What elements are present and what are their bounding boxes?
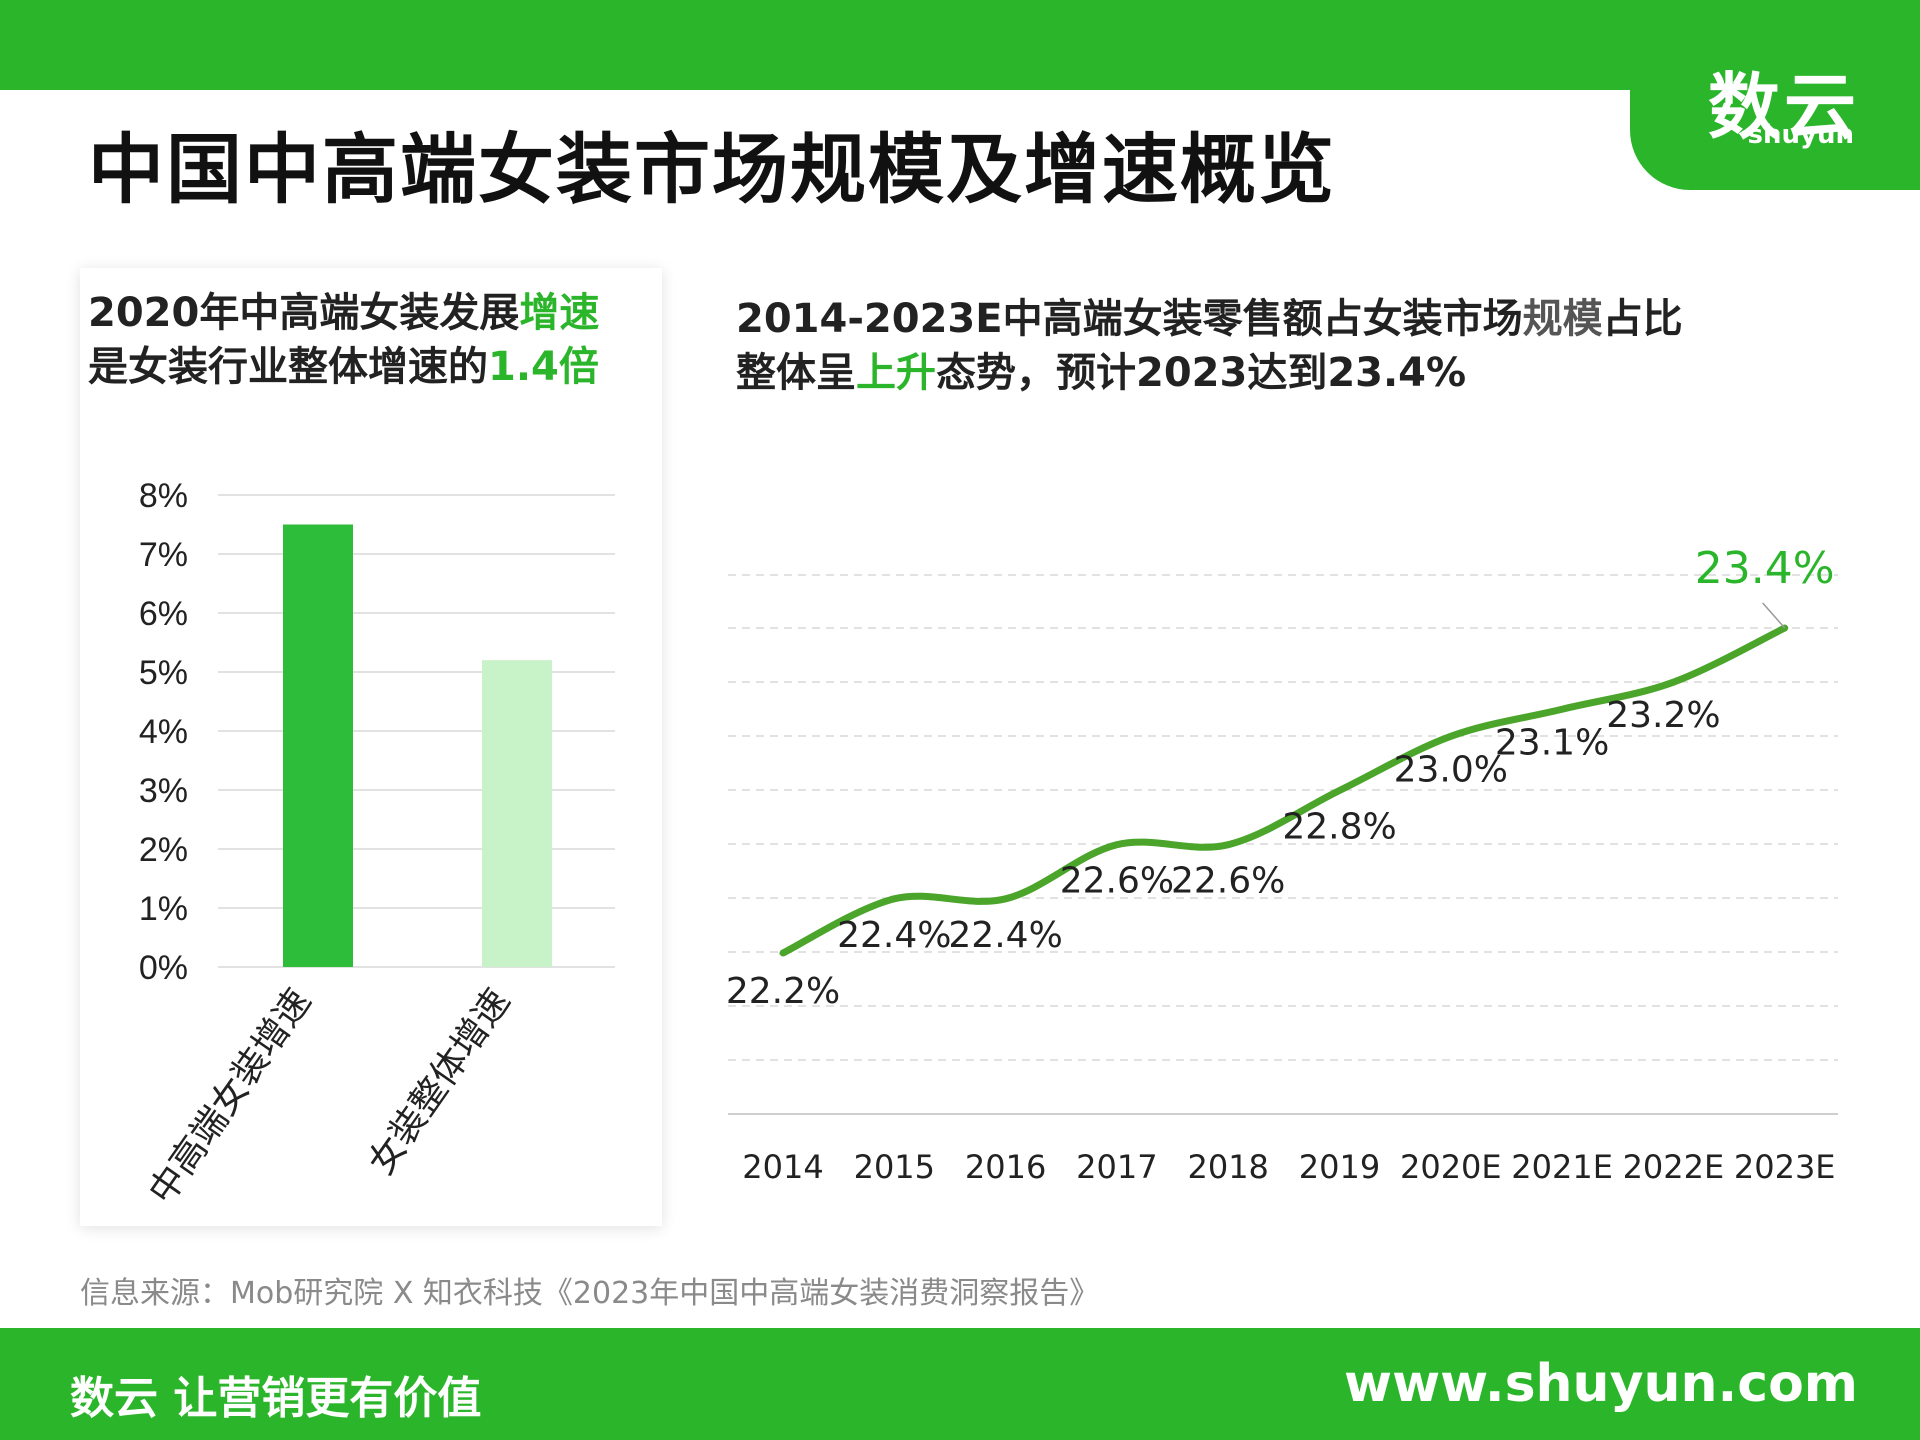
line-xtick-label: 2023E xyxy=(1734,1148,1836,1186)
right-heading-line2: 整体呈上升态势，预计2023达到23.4% xyxy=(736,346,1683,400)
line-xtick-label: 2017 xyxy=(1076,1148,1157,1186)
left-heading-line1: 2020年中高端女装发展增速 xyxy=(88,286,599,340)
slogan: 数云 让营销更有价值 xyxy=(70,1373,482,1424)
line-xtick-label: 2019 xyxy=(1299,1148,1380,1186)
logo-subtext: shuyun xyxy=(1747,120,1854,150)
line-data-label: 22.6% xyxy=(1060,861,1174,902)
bottom-bar xyxy=(0,1328,1920,1440)
left-heading-line1-highlight: 增速 xyxy=(519,290,600,336)
left-heading-line2: 是女装行业整体增速的1.4倍 xyxy=(88,340,599,394)
line-xtick-label: 2018 xyxy=(1187,1148,1268,1186)
right-heading-line1-text: 2014-2023E中高端女装零售额占女装市场 xyxy=(736,296,1523,342)
bar-ytick-label: 3% xyxy=(139,772,188,810)
bar-ytick-label: 7% xyxy=(139,536,188,574)
logo-text: 数云 xyxy=(1707,65,1860,149)
bar-ytick-label: 4% xyxy=(139,713,188,751)
bar-category-label: 中高端女装增速 xyxy=(141,982,319,1212)
line-xtick-label: 2015 xyxy=(854,1148,935,1186)
line-data-label: 23.1% xyxy=(1495,722,1609,763)
bar-ytick-label: 8% xyxy=(139,477,188,515)
line-xtick-label: 2016 xyxy=(965,1148,1046,1186)
line-data-label: 22.2% xyxy=(726,971,840,1012)
line-xtick-label: 2021E xyxy=(1511,1148,1613,1186)
right-heading-line2-highlight: 上升 xyxy=(856,350,936,396)
line-label-leader xyxy=(1762,602,1786,629)
left-heading-line2-text: 是女装行业整体增速的 xyxy=(88,344,488,390)
header-band xyxy=(0,90,1920,190)
bar-ytick-label: 2% xyxy=(139,831,188,869)
bar-ytick-label: 1% xyxy=(139,890,188,928)
line-data-label: 22.8% xyxy=(1282,807,1396,848)
page-title: 中国中高端女装市场规模及增速概览 xyxy=(88,125,1336,214)
bar-chart: 0% 1% 2% 3% 4% 5% 6% 7% 8% 中高端女装增速 女装整体增速 xyxy=(139,477,615,1212)
right-heading-line1-post: 占比 xyxy=(1602,296,1683,342)
line-data-label: 22.4% xyxy=(837,915,951,956)
bar-ytick-label: 0% xyxy=(139,949,188,987)
left-heading-line1-text: 2020年中高端女装发展 xyxy=(88,290,520,336)
line-xtick-label: 2020E xyxy=(1400,1148,1502,1186)
website-link[interactable]: www.shuyun.com xyxy=(1344,1354,1858,1414)
line-data-label: 23.4% xyxy=(1695,543,1835,594)
right-heading-line2-text: 整体呈 xyxy=(736,350,856,396)
left-heading-line2-highlight: 1.4倍 xyxy=(488,344,599,390)
bar xyxy=(283,524,353,967)
bar-ytick-label: 5% xyxy=(139,654,188,692)
source-note: 信息来源：Mob研究院 X 知衣科技《2023年中国中高端女装消费洞察报告》 xyxy=(80,1276,1100,1311)
line-data-label: 22.4% xyxy=(948,915,1062,956)
line-chart: 22.2% 22.4%22.4% 22.6%22.6% 22.8% 23.0%23.1%… xyxy=(726,543,1838,1186)
right-chart-heading: 2014-2023E中高端女装零售额占女装市场规模占比 整体呈上升态势，预计20… xyxy=(736,292,1683,400)
line-data-label: 22.6% xyxy=(1171,861,1285,902)
line-data-label: 23.2% xyxy=(1606,695,1720,736)
line-data-label: 23.0% xyxy=(1394,749,1508,790)
line-series xyxy=(779,624,1789,957)
right-heading-line1: 2014-2023E中高端女装零售额占女装市场规模占比 xyxy=(736,292,1683,346)
bar-category-label: 女装整体增速 xyxy=(361,982,518,1182)
logo-tab: 数云 shuyun xyxy=(1630,0,1920,190)
right-heading-line2-post: 态势，预计2023达到23.4% xyxy=(936,350,1467,396)
left-chart-heading: 2020年中高端女装发展增速 是女装行业整体增速的1.4倍 xyxy=(88,286,599,394)
bar-ytick-label: 6% xyxy=(139,595,188,633)
line-xtick-label: 2014 xyxy=(742,1148,823,1186)
line-xtick-label: 2022E xyxy=(1623,1148,1725,1186)
right-heading-line1-mid: 规模 xyxy=(1522,296,1603,342)
top-bar xyxy=(0,0,1920,90)
left-chart-card xyxy=(80,268,662,1226)
bar xyxy=(482,660,552,967)
